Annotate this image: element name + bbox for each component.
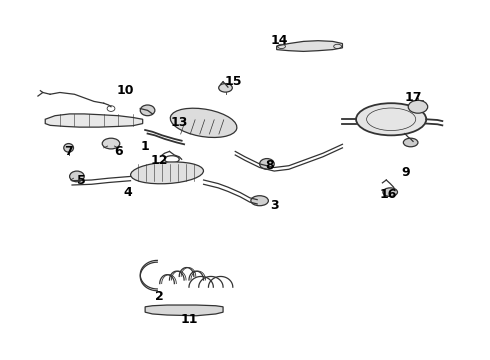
Text: 16: 16 <box>380 188 397 201</box>
Ellipse shape <box>408 100 428 113</box>
Text: 1: 1 <box>141 140 149 153</box>
Text: 8: 8 <box>265 159 274 172</box>
Text: 11: 11 <box>180 313 198 326</box>
Text: 12: 12 <box>151 154 169 167</box>
Ellipse shape <box>131 162 203 184</box>
Text: 7: 7 <box>64 145 73 158</box>
Text: 3: 3 <box>270 198 278 212</box>
Ellipse shape <box>70 171 84 182</box>
Ellipse shape <box>260 158 274 169</box>
Ellipse shape <box>403 138 418 147</box>
Text: 2: 2 <box>155 289 164 303</box>
Ellipse shape <box>219 84 232 92</box>
Text: 10: 10 <box>117 84 134 97</box>
Text: 9: 9 <box>401 166 410 179</box>
Ellipse shape <box>171 108 237 138</box>
Text: 6: 6 <box>114 145 122 158</box>
Ellipse shape <box>356 103 426 135</box>
Text: 14: 14 <box>270 34 288 47</box>
Ellipse shape <box>64 144 74 152</box>
Text: 15: 15 <box>224 75 242 88</box>
Ellipse shape <box>251 196 269 206</box>
Polygon shape <box>45 114 143 127</box>
Polygon shape <box>277 41 343 51</box>
Polygon shape <box>145 305 223 316</box>
Text: 5: 5 <box>77 174 86 186</box>
Text: 4: 4 <box>123 186 132 199</box>
Ellipse shape <box>102 138 120 149</box>
Ellipse shape <box>383 188 397 197</box>
Ellipse shape <box>140 105 155 116</box>
Text: 13: 13 <box>171 116 188 129</box>
Text: 17: 17 <box>404 91 422 104</box>
